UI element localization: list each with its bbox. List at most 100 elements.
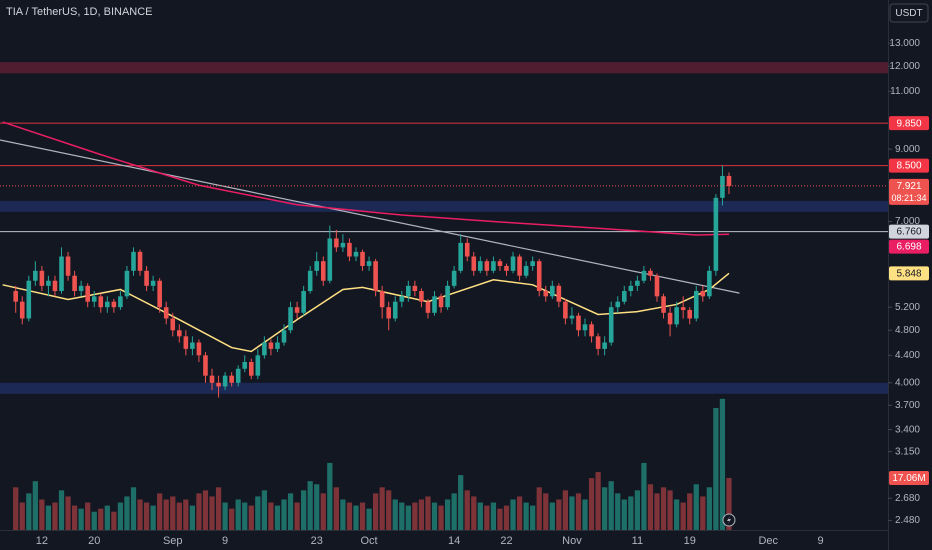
candle-body	[131, 251, 136, 271]
candle-body	[262, 342, 267, 356]
y-tick-label: 3.150	[895, 446, 920, 457]
candle-body	[536, 261, 542, 292]
candle-body	[85, 285, 90, 302]
candle-body	[621, 291, 627, 302]
x-tick-label: 23	[311, 535, 323, 547]
candle-body	[556, 285, 562, 302]
candle-body	[451, 270, 457, 286]
candle-body	[419, 291, 424, 302]
candle-body	[307, 270, 313, 292]
plot-area	[0, 62, 888, 530]
volume-bar	[372, 493, 379, 530]
candle-body	[674, 307, 679, 325]
price-label-box	[889, 266, 929, 281]
volume-bar	[569, 496, 575, 530]
volume-bar	[602, 487, 608, 530]
volume-bar	[425, 496, 431, 530]
candle-body	[26, 280, 32, 319]
candle-body	[78, 285, 84, 292]
candle-body	[52, 280, 58, 292]
volume-bar	[248, 505, 254, 530]
candle-body	[726, 175, 732, 186]
candle-body	[268, 342, 274, 349]
candle-body	[65, 256, 71, 276]
volume-bar	[575, 493, 582, 530]
candle-body	[464, 242, 470, 257]
candle-body	[196, 342, 202, 356]
candle-body	[491, 261, 496, 271]
currency-label[interactable]: USDT	[895, 8, 922, 19]
price-label: 5.848	[896, 268, 921, 279]
volume-bar	[268, 502, 274, 530]
chart-title: TIA / TetherUS, 1D, BINANCE	[6, 6, 153, 18]
volume-bar	[615, 493, 621, 530]
volume-bar	[556, 499, 562, 530]
volume-bar	[274, 505, 281, 530]
candle-body	[91, 296, 97, 302]
volume-bar	[647, 484, 654, 530]
candle-body	[484, 261, 490, 271]
countdown: 08:21:34	[891, 193, 926, 203]
ma200-line	[2, 121, 730, 236]
volume-bar	[65, 496, 71, 530]
volume-bar	[641, 462, 647, 530]
volume-bar	[680, 502, 686, 530]
candle-body	[608, 307, 614, 343]
currency-button[interactable]	[889, 3, 929, 23]
x-tick-label: 12	[36, 535, 48, 547]
candle-body	[445, 285, 450, 308]
volume-bar	[497, 508, 503, 530]
volume-bar	[242, 502, 248, 530]
volume-bar	[209, 496, 215, 530]
volume-bar	[157, 493, 163, 530]
volume-bar	[621, 499, 627, 530]
volume-bar	[667, 490, 673, 530]
candle-body	[157, 280, 162, 308]
volume-bar	[392, 499, 398, 530]
trendline	[0, 139, 740, 294]
candle-body	[438, 296, 444, 308]
candle-body	[170, 318, 176, 331]
y-tick-label: 7.000	[895, 216, 920, 227]
candle-body	[209, 375, 215, 383]
candle-body	[111, 301, 117, 308]
candle-body	[635, 280, 640, 286]
price-label-box	[889, 178, 929, 205]
volume-bar	[130, 487, 137, 530]
x-tick-label: 19	[684, 535, 696, 547]
candle-body	[373, 261, 378, 292]
candle-body	[235, 368, 241, 383]
volume-bar	[71, 505, 78, 530]
candle-body	[707, 270, 712, 297]
candle-body	[327, 238, 333, 281]
volume-bar	[595, 472, 601, 530]
candle-body	[183, 336, 189, 349]
volume-bar	[327, 462, 333, 530]
candle-body	[700, 291, 706, 297]
price-label: 9.850	[896, 118, 921, 129]
volume-bar	[523, 502, 529, 530]
volume-bar	[687, 493, 693, 530]
volume-bar	[176, 502, 182, 530]
volume-bar	[503, 505, 510, 530]
candle-body	[412, 285, 418, 292]
candle-body	[248, 361, 254, 376]
candle-body	[589, 324, 594, 337]
candle-body	[713, 197, 719, 271]
candle-body	[582, 324, 588, 331]
volume-bar	[91, 511, 97, 530]
volume-bar	[307, 481, 313, 530]
candle-body	[314, 261, 320, 271]
candle-body	[294, 307, 300, 313]
volume-bar	[170, 496, 176, 530]
y-tick-label: 12.000	[889, 61, 920, 72]
volume-bar	[438, 505, 444, 530]
indicator-icon-bolt	[726, 515, 731, 525]
candle-body	[229, 375, 234, 383]
candle-body	[386, 307, 391, 319]
candle-body	[379, 291, 385, 308]
volume-bar	[549, 502, 555, 530]
candle-body	[33, 270, 38, 281]
volume-bar	[405, 505, 411, 530]
candle-body	[392, 301, 398, 319]
